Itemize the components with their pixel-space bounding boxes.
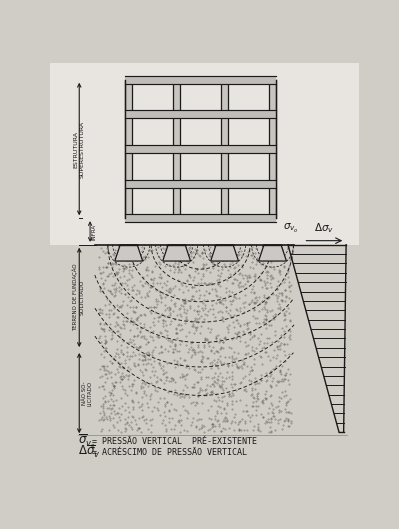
Text: INFRA: INFRA: [92, 223, 97, 240]
Text: NÃO SO-
LICITADO: NÃO SO- LICITADO: [82, 380, 93, 406]
Polygon shape: [115, 245, 142, 261]
Bar: [125, 76, 276, 84]
Polygon shape: [95, 245, 294, 436]
Text: $\sigma_{v_o}$: $\sigma_{v_o}$: [283, 222, 299, 234]
Text: $\overline{\sigma}_{v_o}$: $\overline{\sigma}_{v_o}$: [78, 433, 95, 450]
Text: SUPERESTRUTURA: SUPERESTRUTURA: [80, 121, 85, 178]
Polygon shape: [163, 245, 191, 261]
Polygon shape: [211, 245, 239, 261]
Text: $\Delta\overline{\sigma}_v$: $\Delta\overline{\sigma}_v$: [78, 444, 100, 460]
Text: = PRESSÃO VERTICAL  PRÉ-EXISTENTE: = PRESSÃO VERTICAL PRÉ-EXISTENTE: [92, 437, 257, 446]
Text: $\Delta\sigma_v$: $\Delta\sigma_v$: [314, 221, 334, 234]
Text: = ACRÉSCIMO DE PRESSÃO VERTICAL: = ACRÉSCIMO DE PRESSÃO VERTICAL: [92, 448, 247, 457]
Bar: [125, 214, 276, 222]
Text: TERRENO DE FUNDAÇÃO: TERRENO DE FUNDAÇÃO: [73, 263, 78, 331]
Bar: [125, 111, 276, 118]
Bar: [125, 80, 132, 218]
Bar: [125, 145, 276, 153]
Bar: [173, 80, 180, 218]
Bar: [269, 80, 276, 218]
Polygon shape: [259, 245, 286, 261]
Text: ESTRUTURA: ESTRUTURA: [73, 131, 78, 168]
Bar: [125, 179, 276, 188]
Bar: [221, 80, 228, 218]
Text: SOLICITADO: SOLICITADO: [80, 280, 85, 315]
Polygon shape: [50, 63, 359, 245]
